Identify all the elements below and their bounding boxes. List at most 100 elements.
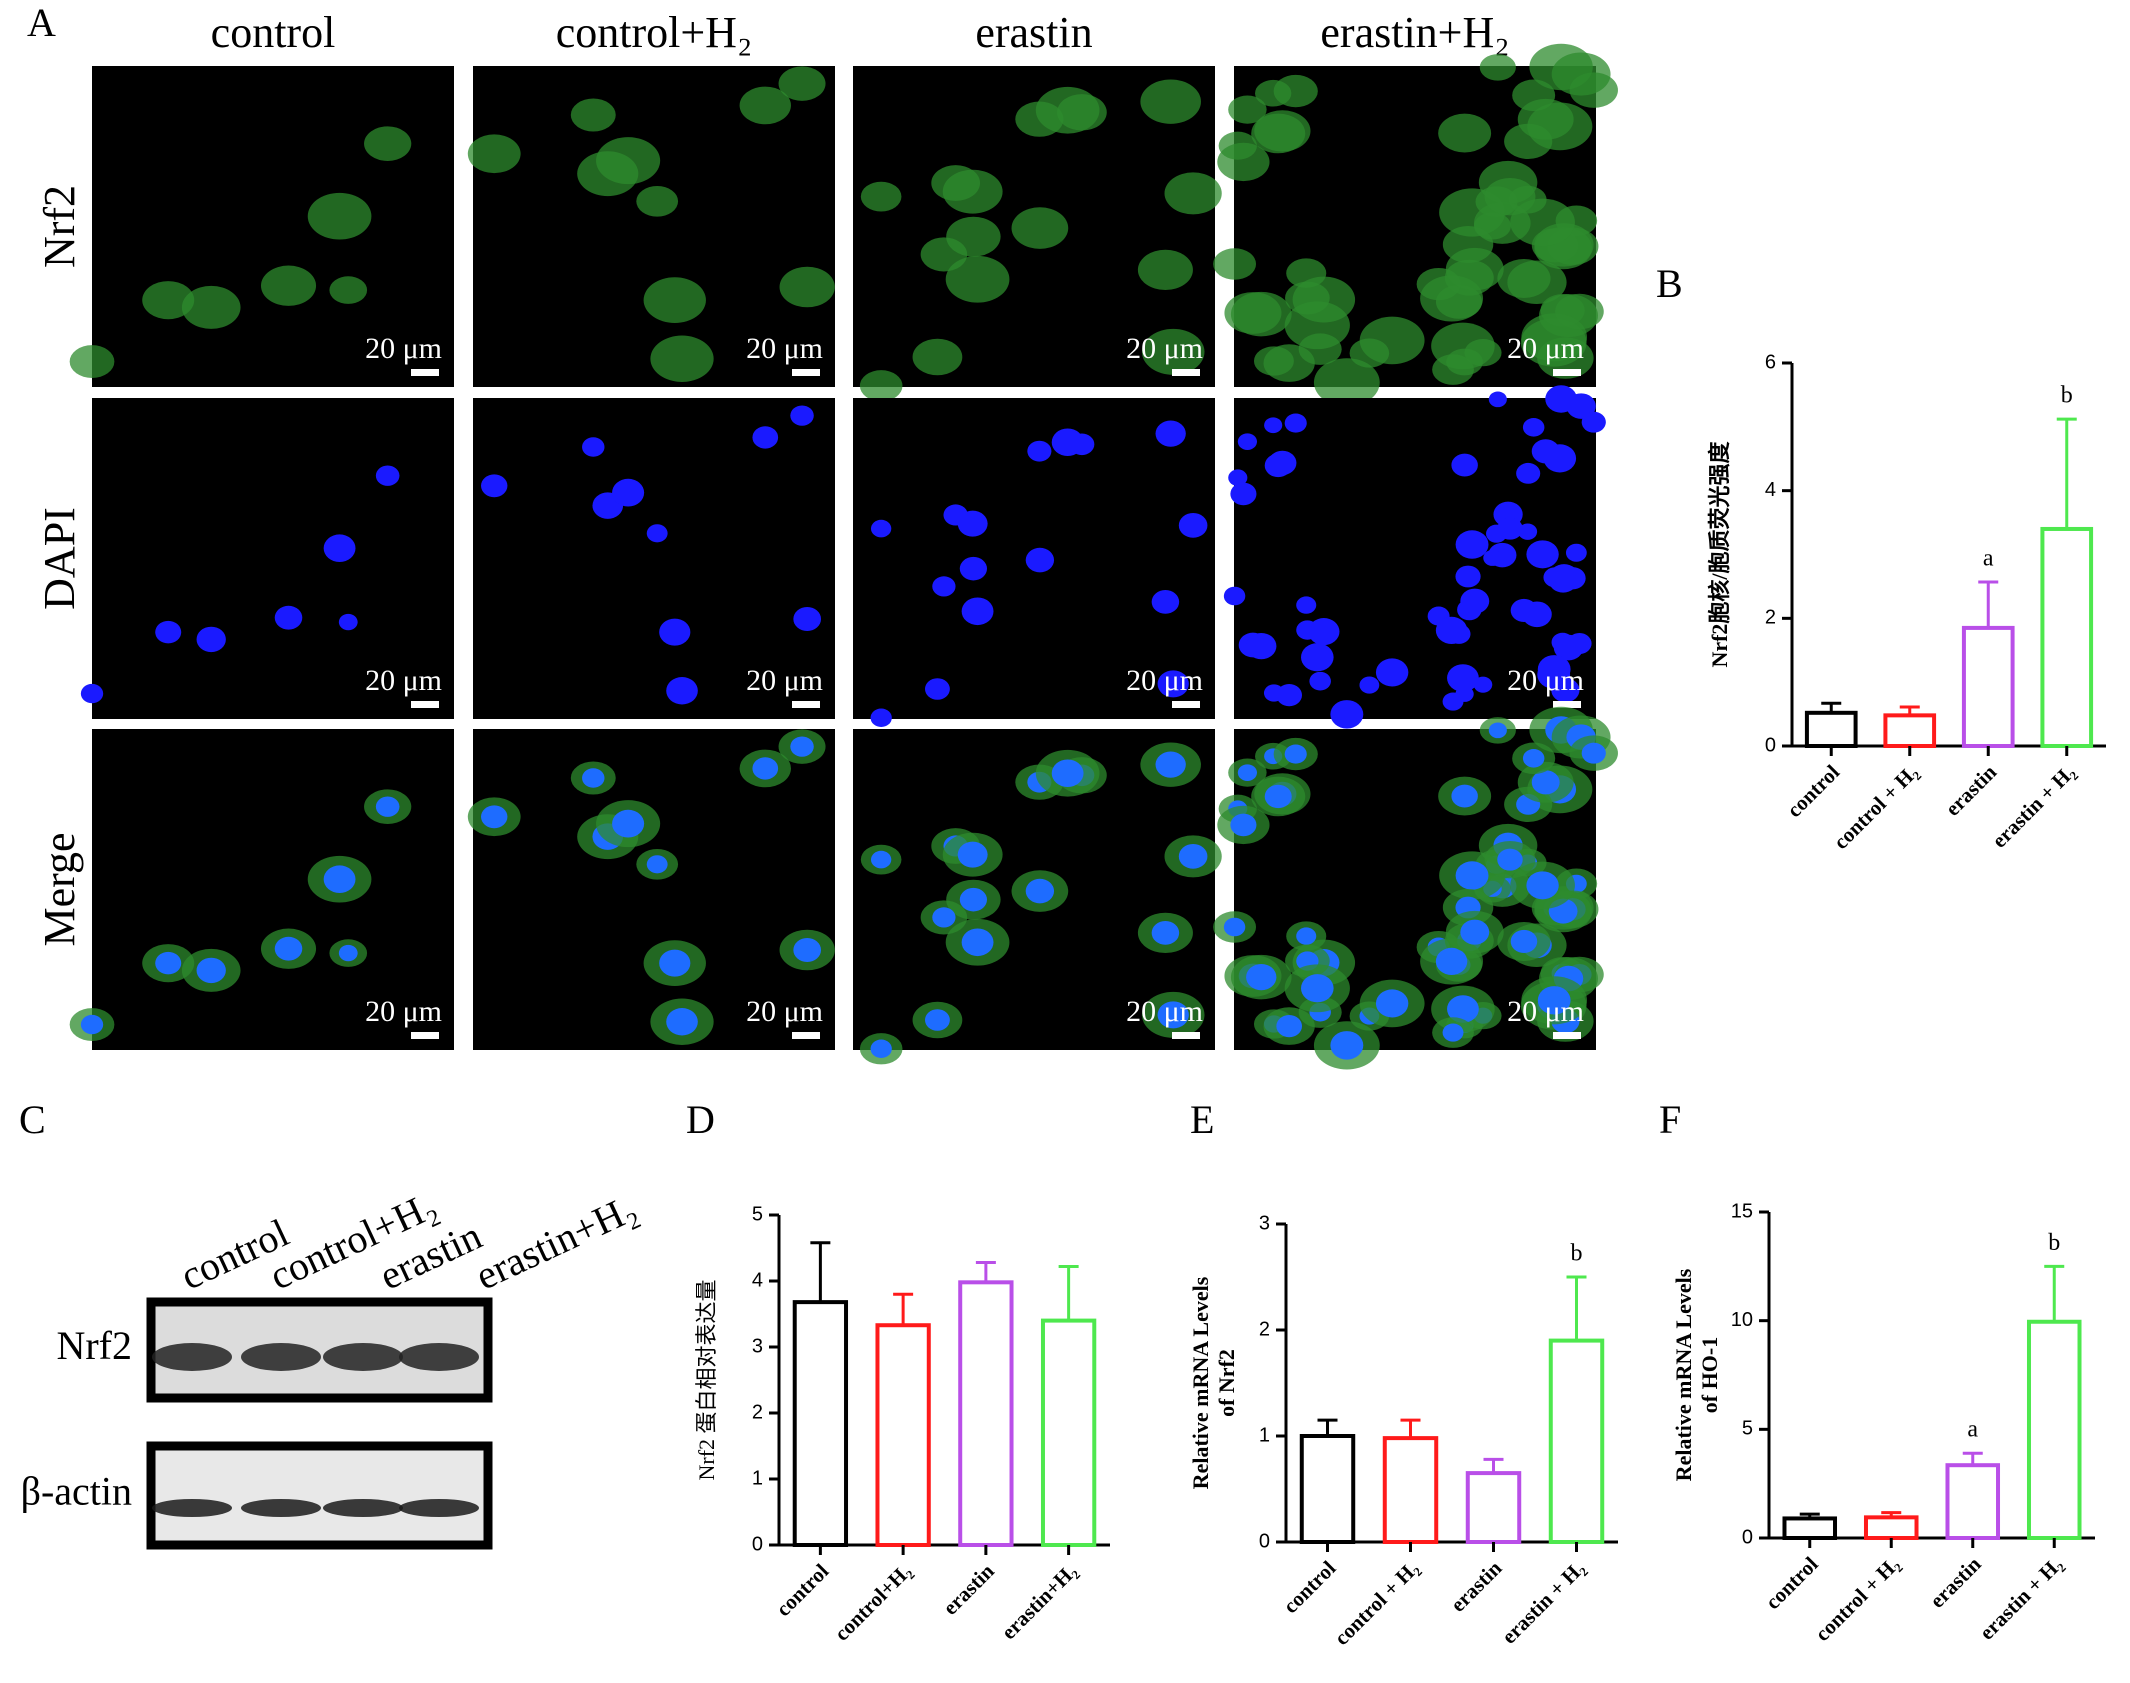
cell-nucleus — [274, 605, 303, 630]
cell-nucleus — [1296, 596, 1317, 614]
cell-cytoplasm — [69, 345, 115, 378]
cell-cytoplasm — [1432, 354, 1474, 385]
cell-nucleus — [1296, 927, 1317, 945]
x-tick-label: erastin + H₂ — [1497, 1556, 1590, 1649]
x-tick-label: erastin — [938, 1559, 999, 1620]
cell-nucleus — [155, 620, 182, 644]
y-tick-label: 0 — [752, 1533, 763, 1555]
x-tick-label: control — [771, 1559, 833, 1621]
cell-cytoplasm — [860, 181, 902, 212]
micrograph: 20 μm — [467, 729, 835, 1050]
cell-nucleus — [80, 1014, 104, 1035]
blot-band — [152, 1499, 232, 1517]
cell-nucleus — [1548, 567, 1578, 593]
bar — [1863, 1515, 1919, 1541]
cell-nucleus — [1565, 543, 1587, 562]
cell-nucleus — [793, 607, 822, 631]
cell-nucleus — [1375, 989, 1409, 1018]
cell-cytoplasm — [1141, 328, 1205, 375]
scale-bar — [1172, 1032, 1200, 1039]
y-tick-label: 5 — [752, 1203, 763, 1225]
cell-nucleus — [790, 736, 814, 757]
cell-nucleus — [1451, 453, 1478, 477]
cell-nucleus — [1359, 676, 1380, 694]
cell-nucleus — [924, 678, 950, 700]
cell-nucleus — [1230, 813, 1257, 837]
row-label: Merge — [35, 832, 84, 946]
x-tick-label: erastin+H₂ — [996, 1559, 1081, 1644]
cell-cytoplasm — [1263, 344, 1315, 382]
micrograph: 20 μm — [467, 66, 835, 387]
cell-nucleus — [1455, 565, 1481, 588]
micrograph: 20 μm — [69, 66, 454, 387]
column-label: control+H₂ — [556, 8, 753, 57]
cell-nucleus — [1237, 764, 1258, 781]
cell-cytoplasm — [1512, 79, 1556, 112]
cell-nucleus — [1051, 428, 1084, 457]
bar — [1382, 1436, 1439, 1544]
bar — [1804, 710, 1858, 748]
cell-cytoplasm — [1445, 247, 1504, 291]
cell-nucleus — [1300, 974, 1334, 1003]
micrograph: 20 μm — [853, 66, 1222, 402]
cell-nucleus — [1488, 391, 1507, 408]
scale-bar-label: 20 μm — [1507, 664, 1584, 697]
x-tick-label: control + H₂ — [1329, 1556, 1423, 1650]
cell-cytoplasm — [1521, 313, 1588, 362]
scale-bar-label: 20 μm — [1507, 995, 1584, 1028]
scale-bar-label: 20 μm — [365, 332, 442, 365]
cell-nucleus — [1276, 1014, 1302, 1038]
cell-nucleus — [666, 677, 698, 705]
cell-cytoplasm — [1438, 113, 1492, 153]
y-tick-label: 2 — [752, 1401, 763, 1423]
x-tick-label: control + H₂ — [1810, 1552, 1904, 1646]
band-label: Nrf2 — [56, 1323, 132, 1368]
cell-nucleus — [1526, 540, 1559, 569]
cell-nucleus — [1460, 588, 1490, 614]
blot-band — [323, 1343, 403, 1371]
cell-nucleus — [1230, 482, 1257, 506]
micrograph-background — [92, 66, 454, 387]
cell-nucleus — [1155, 420, 1186, 447]
cell-nucleus — [1581, 742, 1606, 764]
cell-cytoplasm — [596, 137, 661, 185]
scale-bar — [792, 701, 820, 708]
micrograph: 20 μm — [69, 729, 454, 1050]
cell-nucleus — [1488, 722, 1507, 739]
cell-nucleus — [957, 510, 988, 537]
cell-nucleus — [1510, 929, 1538, 953]
scale-bar-label: 20 μm — [365, 995, 442, 1028]
cell-nucleus — [1223, 586, 1246, 606]
cell-nucleus — [1510, 598, 1538, 622]
cell-nucleus — [1581, 411, 1606, 433]
y-tick-label: 2 — [1765, 607, 1776, 629]
cell-nucleus — [1178, 843, 1208, 869]
scale-bar-label: 20 μm — [1126, 332, 1203, 365]
cell-nucleus — [196, 957, 226, 984]
scale-bar-label: 20 μm — [746, 664, 823, 697]
y-tick-label: 6 — [1765, 351, 1776, 373]
cell-nucleus — [1284, 413, 1307, 433]
bar — [2026, 1319, 2082, 1540]
cell-cytoplasm — [920, 237, 968, 272]
scale-bar-label: 20 μm — [746, 995, 823, 1028]
cell-nucleus — [1537, 655, 1571, 684]
cell-nucleus — [870, 1039, 892, 1059]
cell-nucleus — [1025, 547, 1055, 573]
cell-nucleus — [196, 626, 226, 653]
scale-bar — [1553, 1032, 1581, 1039]
cell-cytoplasm — [1164, 172, 1222, 215]
x-tick-label: control + H₂ — [1829, 760, 1923, 854]
x-tick-label: control+H₂ — [830, 1559, 917, 1646]
cell-nucleus — [959, 556, 987, 581]
bar — [1961, 625, 2015, 748]
cell-nucleus — [1276, 683, 1302, 707]
cell-nucleus — [375, 796, 400, 817]
cell-cytoplasm — [142, 281, 195, 320]
cell-cytoplasm — [1230, 291, 1292, 337]
cell-nucleus — [870, 850, 892, 869]
cell-nucleus — [1497, 517, 1523, 540]
y-tick-label: 0 — [1765, 734, 1776, 756]
panel-label: C — [19, 1097, 46, 1142]
scale-bar-label: 20 μm — [365, 664, 442, 697]
